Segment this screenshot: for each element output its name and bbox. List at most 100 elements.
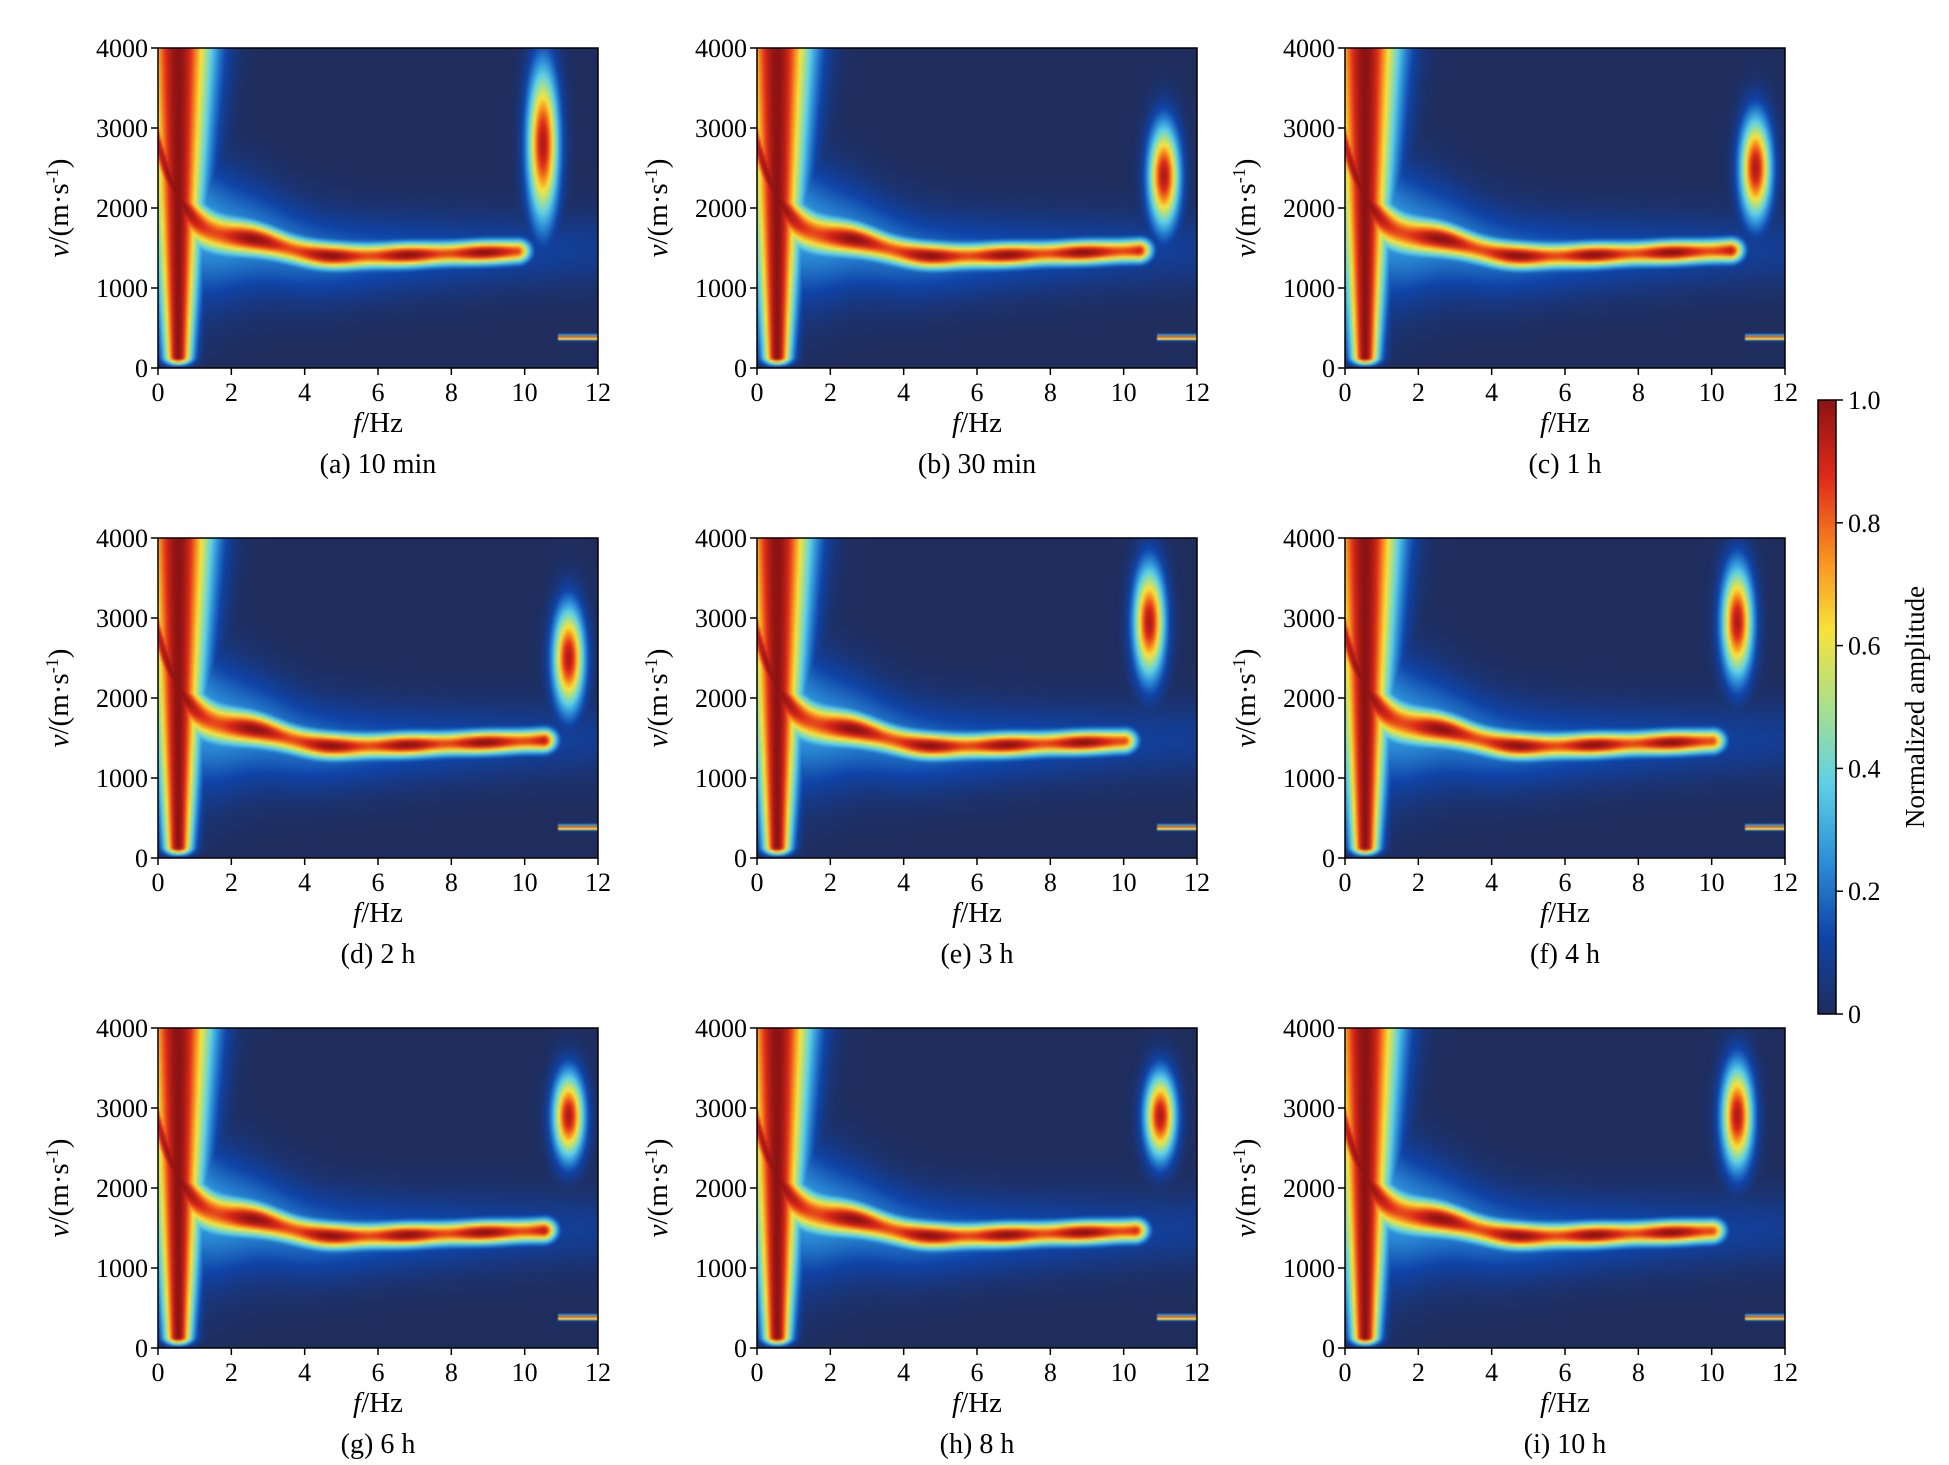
x-tick-label: 12 <box>585 378 611 407</box>
x-tick-label: 4 <box>897 868 910 897</box>
y-tick-label: 1000 <box>96 764 148 793</box>
heatmap-image <box>1345 538 1785 858</box>
x-tick-label: 6 <box>372 1358 385 1387</box>
heatmap-image <box>757 538 1197 858</box>
x-tick-label: 10 <box>1699 1358 1725 1387</box>
x-tick-label: 12 <box>1184 868 1210 897</box>
x-tick-label: 6 <box>1559 868 1572 897</box>
x-tick-label: 2 <box>824 868 837 897</box>
x-tick-label: 2 <box>824 1358 837 1387</box>
x-tick-label: 4 <box>897 1358 910 1387</box>
y-tick-label: 0 <box>135 354 148 383</box>
y-tick-label: 2000 <box>695 194 747 223</box>
y-tick-label: 3000 <box>1283 114 1335 143</box>
x-tick-label: 8 <box>1632 1358 1645 1387</box>
x-tick-label: 4 <box>298 378 311 407</box>
y-tick-label: 2000 <box>96 684 148 713</box>
x-tick-label: 2 <box>225 868 238 897</box>
x-tick-label: 6 <box>1559 378 1572 407</box>
x-tick-label: 2 <box>1412 378 1425 407</box>
y-tick-label: 4000 <box>96 34 148 63</box>
x-tick-label: 4 <box>897 378 910 407</box>
y-tick-label: 4000 <box>695 524 747 553</box>
y-tick-label: 3000 <box>695 1094 747 1123</box>
panel-caption: (g) 6 h <box>341 1429 416 1460</box>
panel: 0 2 4 6 8 10 12 0 1000 2000 3000 4000 f/Hz v/(m·s-1) (… <box>1229 1014 1798 1460</box>
x-tick-label: 8 <box>1044 868 1057 897</box>
x-tick-label: 8 <box>445 1358 458 1387</box>
x-axis-label: f/Hz <box>952 407 1002 439</box>
x-tick-label: 0 <box>152 868 165 897</box>
x-tick-label: 10 <box>1699 378 1725 407</box>
panel-caption: (a) 10 min <box>320 449 437 480</box>
x-tick-label: 4 <box>1485 378 1498 407</box>
colorbar-tick-label: 1.0 <box>1848 386 1881 415</box>
x-axis-label: f/Hz <box>952 897 1002 929</box>
x-tick-label: 0 <box>751 378 764 407</box>
x-tick-label: 0 <box>152 1358 165 1387</box>
y-tick-label: 4000 <box>1283 1014 1335 1043</box>
x-tick-label: 12 <box>1772 1358 1798 1387</box>
y-tick-label: 0 <box>135 1334 148 1363</box>
y-tick-label: 3000 <box>96 1094 148 1123</box>
x-tick-label: 12 <box>1184 1358 1210 1387</box>
y-tick-label: 2000 <box>96 1174 148 1203</box>
x-tick-label: 8 <box>445 378 458 407</box>
colorbar-gradient <box>1817 399 1837 1015</box>
colorbar-tick-label: 0.2 <box>1848 877 1881 906</box>
panel: 0 2 4 6 8 10 12 0 1000 2000 3000 4000 f/Hz v/(m·s-1) (… <box>42 1014 611 1460</box>
y-axis-label: v/(m·s-1) <box>641 1139 674 1238</box>
y-tick-label: 4000 <box>695 34 747 63</box>
y-tick-label: 3000 <box>96 114 148 143</box>
x-tick-label: 6 <box>372 378 385 407</box>
x-tick-label: 2 <box>225 1358 238 1387</box>
y-axis-label: v/(m·s-1) <box>42 1139 75 1238</box>
x-tick-label: 0 <box>1339 1358 1352 1387</box>
y-tick-label: 1000 <box>695 764 747 793</box>
y-tick-label: 1000 <box>96 1254 148 1283</box>
x-tick-label: 0 <box>751 868 764 897</box>
x-tick-label: 10 <box>512 868 538 897</box>
panel-caption: (d) 2 h <box>341 939 416 970</box>
x-tick-label: 0 <box>1339 868 1352 897</box>
x-tick-label: 4 <box>298 1358 311 1387</box>
y-tick-label: 3000 <box>695 604 747 633</box>
x-tick-label: 0 <box>152 378 165 407</box>
x-tick-label: 12 <box>1184 378 1210 407</box>
x-tick-label: 4 <box>298 868 311 897</box>
x-axis-label: f/Hz <box>1540 897 1590 929</box>
y-axis-label: v/(m·s-1) <box>1229 159 1262 258</box>
y-axis-label: v/(m·s-1) <box>641 649 674 748</box>
x-tick-label: 12 <box>585 1358 611 1387</box>
x-tick-label: 10 <box>512 378 538 407</box>
y-tick-label: 4000 <box>1283 34 1335 63</box>
y-tick-label: 3000 <box>96 604 148 633</box>
y-tick-label: 3000 <box>1283 1094 1335 1123</box>
y-tick-label: 0 <box>1322 844 1335 873</box>
colorbar: 0 0.2 0.4 0.6 0.8 1.0 Normalized amplitude <box>1817 386 1930 1029</box>
y-tick-label: 1000 <box>695 1254 747 1283</box>
panel: 0 2 4 6 8 10 12 0 1000 2000 3000 4000 f/Hz v/(m·s-1) (… <box>1229 34 1798 480</box>
y-tick-label: 2000 <box>695 684 747 713</box>
x-tick-label: 2 <box>1412 1358 1425 1387</box>
x-tick-label: 0 <box>751 1358 764 1387</box>
x-tick-label: 4 <box>1485 868 1498 897</box>
y-tick-label: 3000 <box>695 114 747 143</box>
panel-caption: (i) 10 h <box>1524 1429 1606 1460</box>
heatmap-image <box>158 538 598 858</box>
heatmap-image <box>757 1028 1197 1348</box>
panel-caption: (c) 1 h <box>1528 449 1601 480</box>
y-tick-label: 0 <box>734 844 747 873</box>
panel: 0 2 4 6 8 10 12 0 1000 2000 3000 4000 f/Hz v/(m·s-1) (… <box>42 524 611 970</box>
x-tick-label: 6 <box>971 868 984 897</box>
y-tick-label: 0 <box>135 844 148 873</box>
colorbar-tick-label: 0.6 <box>1848 632 1881 661</box>
x-tick-label: 6 <box>971 378 984 407</box>
y-tick-label: 1000 <box>1283 1254 1335 1283</box>
panel-caption: (h) 8 h <box>940 1429 1015 1460</box>
y-tick-label: 2000 <box>1283 194 1335 223</box>
colorbar-tick-label: 0.8 <box>1848 509 1881 538</box>
x-axis-label: f/Hz <box>353 1387 403 1419</box>
y-tick-label: 1000 <box>96 274 148 303</box>
